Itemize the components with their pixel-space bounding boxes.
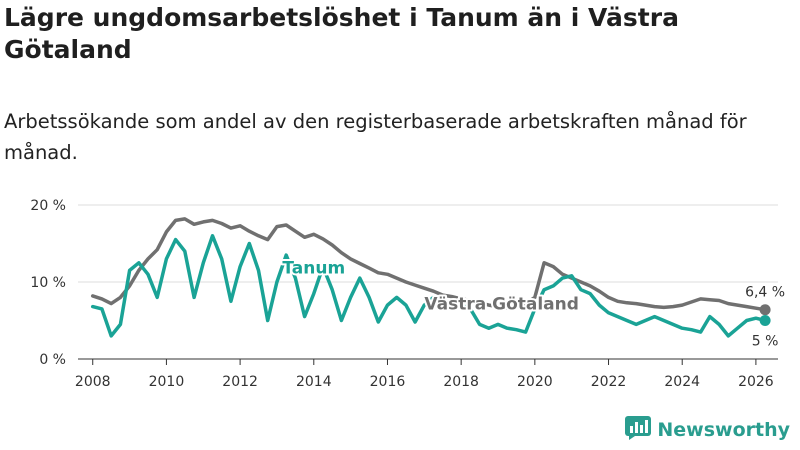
series-labels: Västra Götaland Tanum 6,4 % 5 % — [280, 256, 786, 351]
newsworthy-logo-icon — [625, 416, 652, 444]
series-label-tanum: Tanum — [282, 258, 345, 278]
x-tick-label: 2012 — [222, 374, 258, 390]
y-tick-label: 10 % — [30, 275, 66, 291]
chart-title: Lägre ungdomsarbetslöshet i Tanum än i V… — [4, 3, 679, 64]
series-label-vastra-gotaland: Västra Götaland — [424, 295, 579, 315]
end-label-tanum: 5 % — [752, 334, 779, 350]
chart-subtitle: Arbetssökande som andel av den registerb… — [4, 110, 747, 164]
brand-name: Newsworthy — [657, 419, 790, 441]
x-tick-label: 2008 — [75, 374, 111, 390]
y-tick-label: 20 % — [30, 198, 66, 214]
x-tick-label: 2010 — [149, 374, 185, 390]
x-tick-label: 2016 — [370, 374, 406, 390]
x-tick-label: 2024 — [664, 374, 700, 390]
x-tick-label: 2014 — [296, 374, 332, 390]
y-tick-label: 0 % — [39, 352, 66, 368]
end-point-vastra-gotaland — [759, 304, 771, 316]
x-tick-label: 2020 — [517, 374, 553, 390]
x-tick-label: 2022 — [591, 374, 627, 390]
grid-lines — [78, 204, 778, 360]
x-tick-label: 2018 — [443, 374, 479, 390]
brand[interactable]: Newsworthy — [625, 416, 790, 444]
series-line-vastra-gotaland — [90, 217, 767, 312]
series-lines — [90, 217, 771, 338]
end-label-vastra-gotaland: 6,4 % — [745, 285, 785, 301]
end-point-tanum — [759, 315, 771, 326]
series-line-tanum — [90, 234, 767, 338]
axes: 0 % 10 % 20 % 2008 2010 2012 2014 2016 2018 2020 2… — [30, 198, 773, 390]
x-tick-label: 2026 — [738, 374, 774, 390]
